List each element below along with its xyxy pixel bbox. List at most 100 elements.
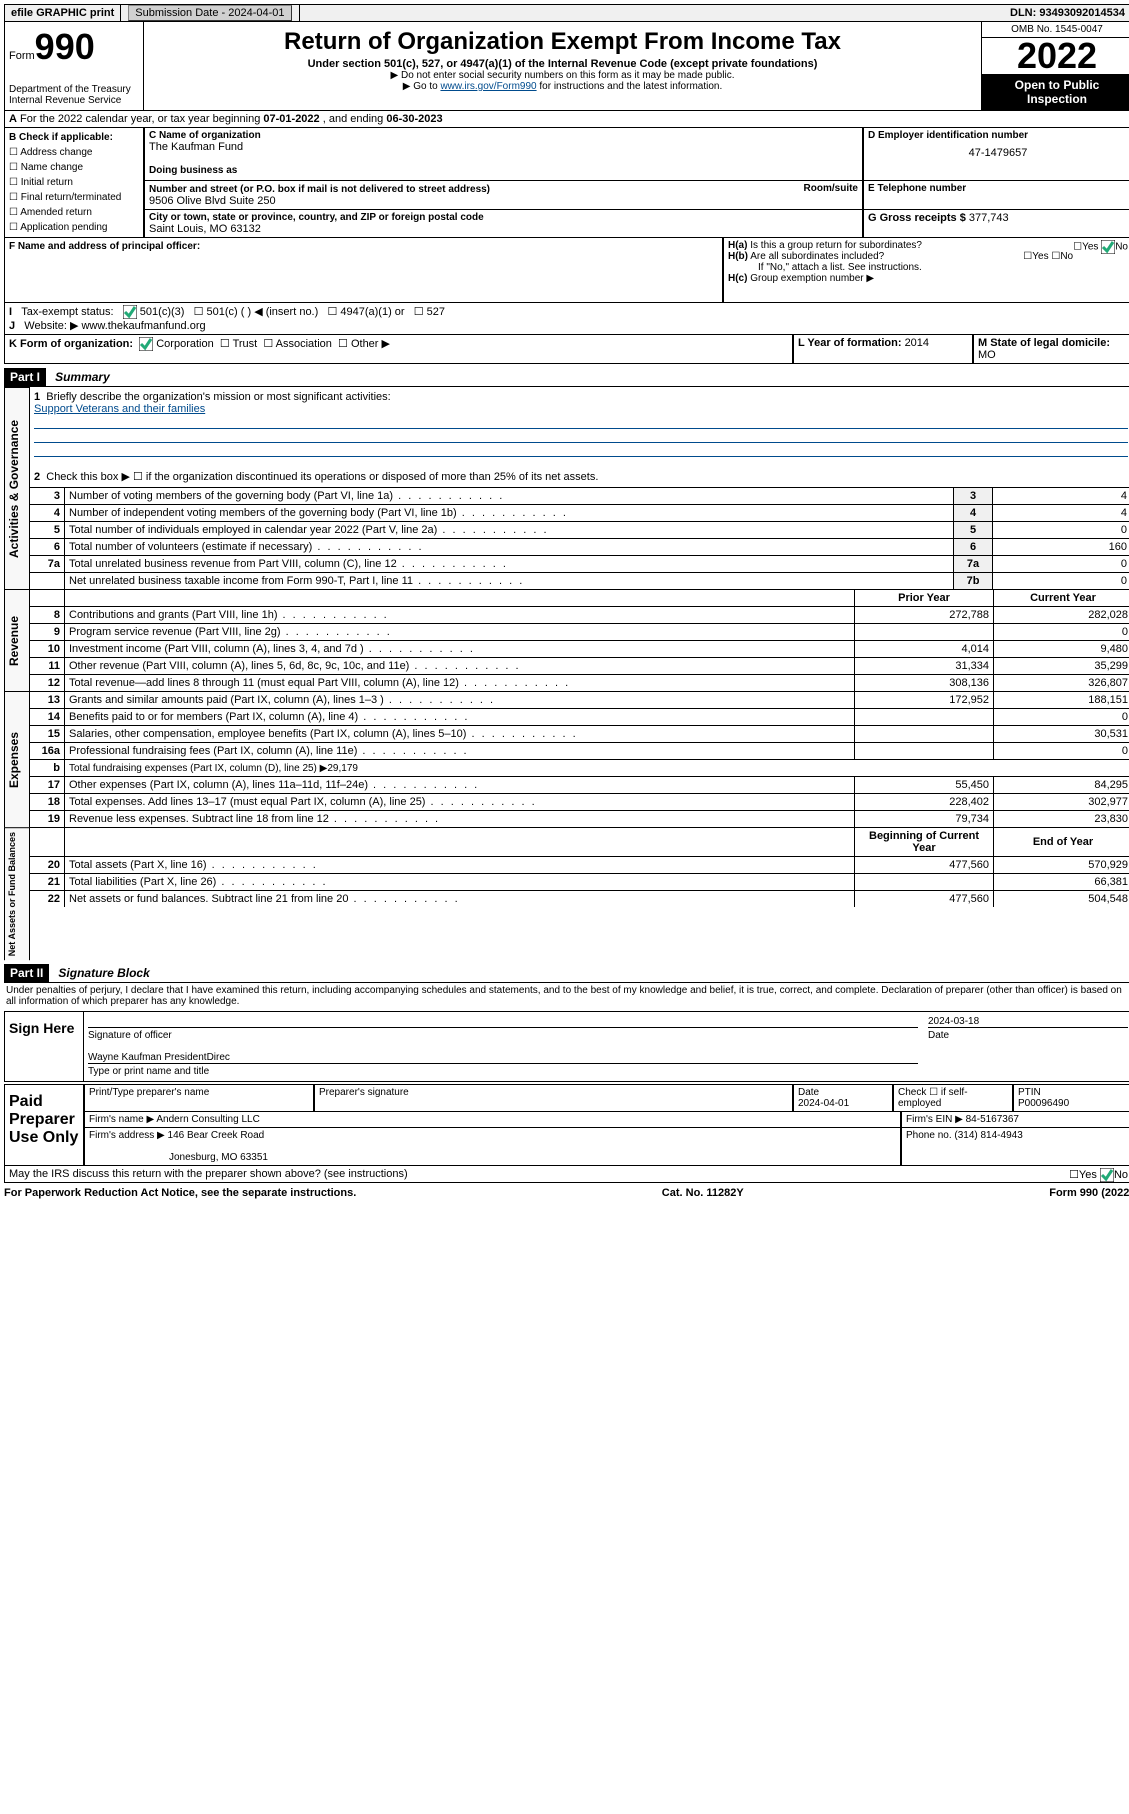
table-row: 16aProfessional fundraising fees (Part I… xyxy=(30,743,1129,760)
firm-ein: 84-5167367 xyxy=(966,1114,1019,1125)
side-netassets: Net Assets or Fund Balances xyxy=(4,827,30,960)
paid-preparer-block: Paid Preparer Use Only Print/Type prepar… xyxy=(4,1084,1129,1166)
firm-name: Andern Consulting LLC xyxy=(156,1114,259,1125)
box-g: G Gross receipts $ 377,743 xyxy=(863,210,1129,238)
box-c-name: C Name of organization The Kaufman Fund … xyxy=(144,128,863,181)
line-a: A For the 2022 calendar year, or tax yea… xyxy=(4,111,1129,128)
chk-final[interactable]: ☐ Final return/terminated xyxy=(9,190,139,205)
table-row: 12Total revenue—add lines 8 through 11 (… xyxy=(30,675,1129,692)
table-row: 11Other revenue (Part VIII, column (A), … xyxy=(30,658,1129,675)
header-grid-2: F Name and address of principal officer:… xyxy=(4,238,1129,303)
table-row: 8Contributions and grants (Part VIII, li… xyxy=(30,607,1129,624)
row-klm: K Form of organization: Corporation ☐ Tr… xyxy=(4,335,1129,364)
part1-revenue: Revenue Prior Year Current Year 8Contrib… xyxy=(4,589,1129,691)
governance-table: 3Number of voting members of the governi… xyxy=(30,487,1129,589)
sign-here-block: Sign Here 2024-03-18 Date Signature of o… xyxy=(4,1011,1129,1082)
title-box: Return of Organization Exempt From Incom… xyxy=(144,22,981,110)
form-title: Return of Organization Exempt From Incom… xyxy=(148,28,977,56)
table-row: 7aTotal unrelated business revenue from … xyxy=(30,556,1129,573)
check-icon xyxy=(139,337,153,351)
check-icon xyxy=(123,305,137,319)
expenses-table: 13Grants and similar amounts paid (Part … xyxy=(30,691,1129,827)
box-i: I Tax-exempt status: 501(c)(3) ☐ 501(c) … xyxy=(4,303,1129,335)
table-row: 17Other expenses (Part IX, column (A), l… xyxy=(30,777,1129,794)
box-c-city: City or town, state or province, country… xyxy=(144,210,863,238)
submission-date: Submission Date - 2024-04-01 xyxy=(121,5,299,21)
website: www.thekaufmanfund.org xyxy=(81,320,205,332)
box-f: F Name and address of principal officer: xyxy=(4,238,723,303)
form-note1: ▶ Do not enter social security numbers o… xyxy=(148,70,977,81)
firm-addr2: Jonesburg, MO 63351 xyxy=(89,1152,268,1163)
open-public: Open to Public Inspection xyxy=(982,74,1129,110)
form-header: Form990 Department of the Treasury Inter… xyxy=(4,22,1129,111)
table-row: 6Total number of volunteers (estimate if… xyxy=(30,539,1129,556)
check-icon xyxy=(1101,240,1115,254)
row-ij: I Tax-exempt status: 501(c)(3) ☐ 501(c) … xyxy=(4,303,1129,335)
table-row: 18Total expenses. Add lines 13–17 (must … xyxy=(30,794,1129,811)
part2-header: Part II Signature Block xyxy=(4,964,1129,983)
table-row: bTotal fundraising expenses (Part IX, co… xyxy=(30,760,1129,777)
sig-date: 2024-03-18 xyxy=(928,1016,1128,1027)
box-k: K Form of organization: Corporation ☐ Tr… xyxy=(4,335,793,364)
table-row: 13Grants and similar amounts paid (Part … xyxy=(30,692,1129,709)
table-row: 21Total liabilities (Part X, line 26)66,… xyxy=(30,874,1129,891)
footer-right: Form 990 (2022) xyxy=(1049,1187,1129,1199)
gross-receipts: 377,743 xyxy=(969,212,1009,224)
footer-mid: Cat. No. 11282Y xyxy=(662,1187,744,1199)
dept-treasury: Department of the Treasury xyxy=(9,84,139,95)
chk-amended[interactable]: ☐ Amended return xyxy=(9,205,139,220)
revenue-table: Prior Year Current Year 8Contributions a… xyxy=(30,589,1129,691)
submission-btn[interactable]: Submission Date - 2024-04-01 xyxy=(128,5,291,21)
table-row: 9Program service revenue (Part VIII, lin… xyxy=(30,624,1129,641)
form-note2: ▶ Go to www.irs.gov/Form990 for instruct… xyxy=(148,81,977,92)
firm-phone: (314) 814-4943 xyxy=(954,1130,1022,1141)
part1-governance: Activities & Governance 1 Briefly descri… xyxy=(4,387,1129,589)
org-address: 9506 Olive Blvd Suite 250 xyxy=(149,195,858,207)
table-row: Net unrelated business taxable income fr… xyxy=(30,573,1129,590)
table-row: 19Revenue less expenses. Subtract line 1… xyxy=(30,811,1129,828)
part1-header: Part I Summary xyxy=(4,368,1129,387)
box-h: H(a) Is this a group return for subordin… xyxy=(723,238,1129,303)
table-row: 20Total assets (Part X, line 16)477,5605… xyxy=(30,857,1129,874)
table-row: 5Total number of individuals employed in… xyxy=(30,522,1129,539)
box-e: E Telephone number xyxy=(863,181,1129,210)
dln: DLN: 93493092014534 xyxy=(1004,5,1129,21)
box-c-addr: Number and street (or P.O. box if mail i… xyxy=(144,181,863,210)
discuss-row: May the IRS discuss this return with the… xyxy=(4,1166,1129,1183)
org-name: The Kaufman Fund xyxy=(149,141,858,153)
chk-initial[interactable]: ☐ Initial return xyxy=(9,175,139,190)
chk-pending[interactable]: ☐ Application pending xyxy=(9,220,139,235)
mission-text: Support Veterans and their families xyxy=(34,403,205,415)
table-row: 14Benefits paid to or for members (Part … xyxy=(30,709,1129,726)
table-row: 3Number of voting members of the governi… xyxy=(30,488,1129,505)
table-row: 22Net assets or fund balances. Subtract … xyxy=(30,891,1129,908)
table-row: 10Investment income (Part VIII, column (… xyxy=(30,641,1129,658)
netassets-table: Beginning of Current Year End of Year 20… xyxy=(30,827,1129,907)
declaration: Under penalties of perjury, I declare th… xyxy=(4,983,1129,1009)
officer-name: Wayne Kaufman PresidentDirec xyxy=(88,1052,918,1063)
efile-label: efile GRAPHIC print xyxy=(5,5,121,21)
tax-year: 2022 xyxy=(982,38,1129,74)
side-governance: Activities & Governance xyxy=(4,387,30,589)
header-grid-1: B Check if applicable: ☐ Address change … xyxy=(4,128,1129,238)
table-row: 4Number of independent voting members of… xyxy=(30,505,1129,522)
part1-expenses: Expenses 13Grants and similar amounts pa… xyxy=(4,691,1129,827)
page-footer: For Paperwork Reduction Act Notice, see … xyxy=(4,1187,1129,1199)
box-m: M State of legal domicile:MO xyxy=(973,335,1129,364)
chk-name[interactable]: ☐ Name change xyxy=(9,160,139,175)
top-toolbar: efile GRAPHIC print Submission Date - 20… xyxy=(4,4,1129,22)
year-box: OMB No. 1545-0047 2022 Open to Public In… xyxy=(981,22,1129,110)
form-subtitle: Under section 501(c), 527, or 4947(a)(1)… xyxy=(148,58,977,70)
side-expenses: Expenses xyxy=(4,691,30,827)
org-city: Saint Louis, MO 63132 xyxy=(149,223,858,235)
firm-addr1: 146 Bear Creek Road xyxy=(168,1130,265,1141)
irs-link[interactable]: www.irs.gov/Form990 xyxy=(440,81,536,92)
ptin: P00096490 xyxy=(1018,1098,1069,1109)
side-revenue: Revenue xyxy=(4,589,30,691)
box-b: B Check if applicable: ☐ Address change … xyxy=(4,128,144,238)
check-icon xyxy=(1100,1168,1114,1182)
paid-preparer-label: Paid Preparer Use Only xyxy=(5,1085,83,1165)
form-number-box: Form990 Department of the Treasury Inter… xyxy=(5,22,144,110)
box-d: D Employer identification number 47-1479… xyxy=(863,128,1129,181)
chk-address[interactable]: ☐ Address change xyxy=(9,145,139,160)
